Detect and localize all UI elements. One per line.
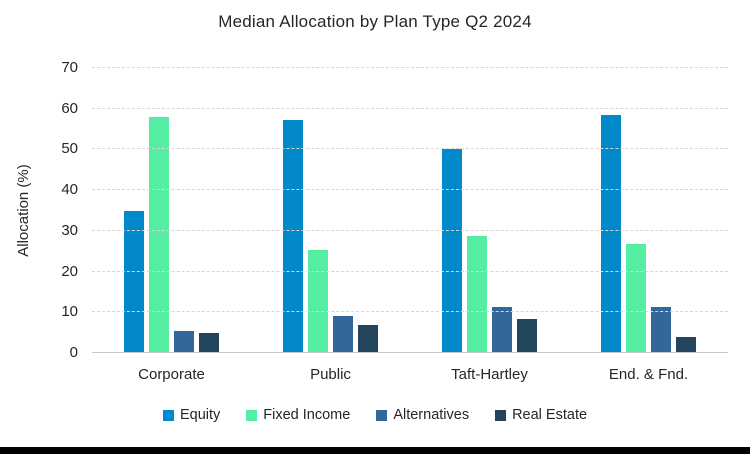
gridline-0: [92, 352, 728, 353]
bar-fixed-income: [467, 236, 487, 353]
y-tick-label-40: 40: [61, 181, 78, 199]
bar-equity: [283, 119, 303, 353]
bar-group-corporate: [92, 68, 251, 353]
x-axis-label: Corporate: [138, 366, 205, 383]
legend-label: Equity: [179, 407, 221, 423]
bar-alternatives: [651, 307, 671, 353]
legend-item-alternatives: Alternatives: [376, 407, 469, 423]
x-axis-label: Taft-Hartley: [451, 366, 528, 383]
x-axis-label: End. & Fnd.: [608, 366, 689, 383]
y-tick-label-60: 60: [61, 99, 78, 117]
legend-swatch-icon: [162, 409, 174, 421]
x-axis-label: Public: [310, 366, 351, 383]
gridline-20: [92, 270, 728, 272]
bar-group-end-fnd: [569, 68, 728, 353]
legend-swatch-icon: [376, 409, 388, 421]
bar-fixed-income: [626, 243, 646, 353]
legend-label: Alternatives: [393, 407, 470, 423]
bar-alternatives: [333, 315, 353, 353]
gridline-60: [92, 107, 728, 109]
bar-equity: [601, 114, 621, 353]
bar-fixed-income: [149, 116, 169, 353]
bar-equity: [124, 210, 144, 353]
legend-item-equity: Equity: [162, 407, 221, 423]
y-axis-title: Allocation (%): [10, 68, 36, 353]
bar-fixed-income: [308, 250, 328, 353]
legend-label: Real Estate: [512, 407, 588, 423]
gridline-10: [92, 311, 728, 313]
legend-item-real-estate: Real Estate: [495, 407, 587, 423]
plot-area: [92, 67, 728, 353]
y-tick-label-20: 20: [61, 262, 78, 280]
legend-item-fixed-income: Fixed Income: [246, 407, 350, 423]
legend-swatch-icon: [246, 409, 258, 421]
bar-real-estate: [358, 325, 378, 353]
bar-alternatives: [174, 330, 194, 353]
bar-group-public: [251, 68, 410, 353]
bar-group-taft-hartley: [410, 68, 569, 353]
y-axis-title-text: Allocation (%): [14, 164, 32, 257]
bar-groups: [92, 68, 728, 353]
bar-real-estate: [676, 336, 696, 353]
chart-title: Median Allocation by Plan Type Q2 2024: [218, 12, 532, 31]
bar-real-estate: [517, 318, 537, 353]
gridline-70: [92, 67, 728, 68]
y-tick-label-10: 10: [61, 303, 78, 321]
bar-real-estate: [199, 333, 219, 353]
y-tick-label-30: 30: [61, 221, 78, 239]
legend: Equity Fixed Income Alternatives Real Estat…: [0, 407, 750, 423]
y-tick-label-0: 0: [69, 344, 78, 361]
legend-label: Fixed Income: [263, 407, 351, 423]
bar-alternatives: [492, 307, 512, 353]
bottom-black-bar: [0, 447, 750, 454]
legend-swatch-icon: [495, 409, 507, 421]
bar-equity: [442, 148, 462, 353]
x-axis-labels: Corporate Public Taft-Hartley End. & Fnd.: [92, 366, 728, 383]
y-tick-label-70: 70: [61, 59, 78, 76]
gridline-30: [92, 229, 728, 231]
gridline-40: [92, 189, 728, 191]
gridline-50: [92, 148, 728, 150]
y-tick-label-50: 50: [61, 140, 78, 158]
